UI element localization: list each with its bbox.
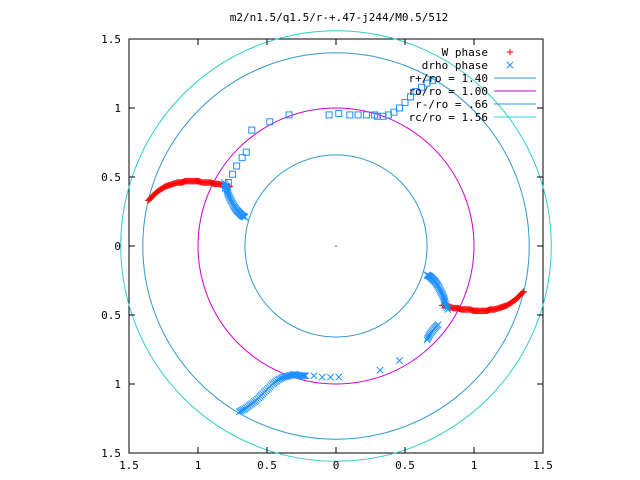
series-0 — [145, 177, 527, 315]
x-tick-label: 1 — [471, 459, 478, 472]
series-2 — [222, 76, 437, 192]
data-point — [233, 162, 241, 170]
data-point — [292, 371, 300, 379]
data-point — [229, 170, 236, 178]
data-point — [242, 148, 250, 156]
circle-3 — [120, 30, 552, 462]
legend-label: W phase — [442, 46, 488, 59]
data-point — [362, 111, 370, 119]
data-point — [354, 111, 362, 119]
legend-label: r-/ro = .66 — [415, 98, 488, 111]
legend-label: r+/ro = 1.40 — [409, 72, 488, 85]
data-point — [418, 83, 426, 91]
origin-marker — [335, 245, 337, 247]
data-point — [318, 373, 326, 381]
data-point — [238, 154, 246, 162]
legend-label: drho phase — [422, 59, 488, 72]
chart-title: m2/n1.5/q1.5/r-+.47-j244/M0.5/512 — [230, 11, 449, 24]
y-tick-label: 0 — [114, 240, 121, 253]
data-point — [335, 373, 343, 381]
axis-ticks: 1.5 1 0.5 0 0.5 1 1.51.510.500.511.5 — [101, 33, 553, 472]
x-tick-label: 1.5 — [119, 459, 139, 472]
data-point — [441, 299, 449, 307]
data-point — [285, 372, 293, 380]
data-point — [376, 366, 384, 374]
data-point — [302, 372, 310, 380]
circle-2 — [244, 154, 428, 338]
data-point — [248, 126, 256, 134]
data-point — [280, 373, 288, 381]
legend-label: ro/ro = 1.00 — [409, 85, 488, 98]
data-point — [299, 372, 307, 380]
x-tick-label: 0.5 — [395, 459, 415, 472]
data-point — [440, 296, 448, 304]
data-point — [285, 111, 293, 119]
series-1 — [220, 178, 452, 416]
data-point — [284, 372, 292, 380]
data-point — [224, 188, 232, 196]
data-point — [346, 111, 354, 119]
legend-marker — [506, 48, 514, 56]
data-point — [395, 104, 403, 112]
y-tick-label: 1 — [114, 378, 121, 391]
data-point — [412, 87, 420, 95]
data-point — [335, 110, 343, 118]
data-point — [401, 98, 409, 106]
data-point — [441, 297, 449, 305]
data-point — [373, 112, 381, 120]
data-point — [423, 79, 431, 87]
data-point — [224, 179, 232, 187]
y-tick-label: 1.5 — [101, 33, 121, 46]
x-tick-label: 1 — [195, 459, 202, 472]
x-tick-label: 0.5 — [257, 459, 277, 472]
x-tick-label: 0 — [333, 459, 340, 472]
data-point — [310, 372, 318, 380]
data-point — [241, 213, 249, 221]
circle-0 — [142, 52, 530, 440]
data-point — [326, 373, 335, 381]
ring-circles — [120, 30, 552, 462]
y-tick-label: 1 — [114, 102, 121, 115]
data-series — [145, 76, 527, 416]
legend-marker — [506, 61, 514, 69]
data-point — [423, 271, 431, 279]
data-point — [434, 321, 442, 329]
data-point — [223, 185, 231, 193]
circle-1 — [197, 107, 475, 385]
y-tick-label: 1.5 — [101, 447, 121, 460]
data-point — [300, 372, 308, 380]
y-tick-label: 0.5 — [101, 309, 121, 322]
data-point — [395, 356, 404, 365]
x-tick-label: 1.5 — [533, 459, 553, 472]
data-point — [291, 370, 299, 378]
data-point — [325, 111, 333, 119]
data-point — [266, 118, 274, 126]
data-point — [407, 93, 415, 101]
y-tick-label: 0.5 — [101, 171, 121, 184]
legend-label: rc/ro = 1.56 — [409, 111, 488, 124]
data-point — [282, 372, 290, 380]
data-point — [281, 373, 289, 381]
